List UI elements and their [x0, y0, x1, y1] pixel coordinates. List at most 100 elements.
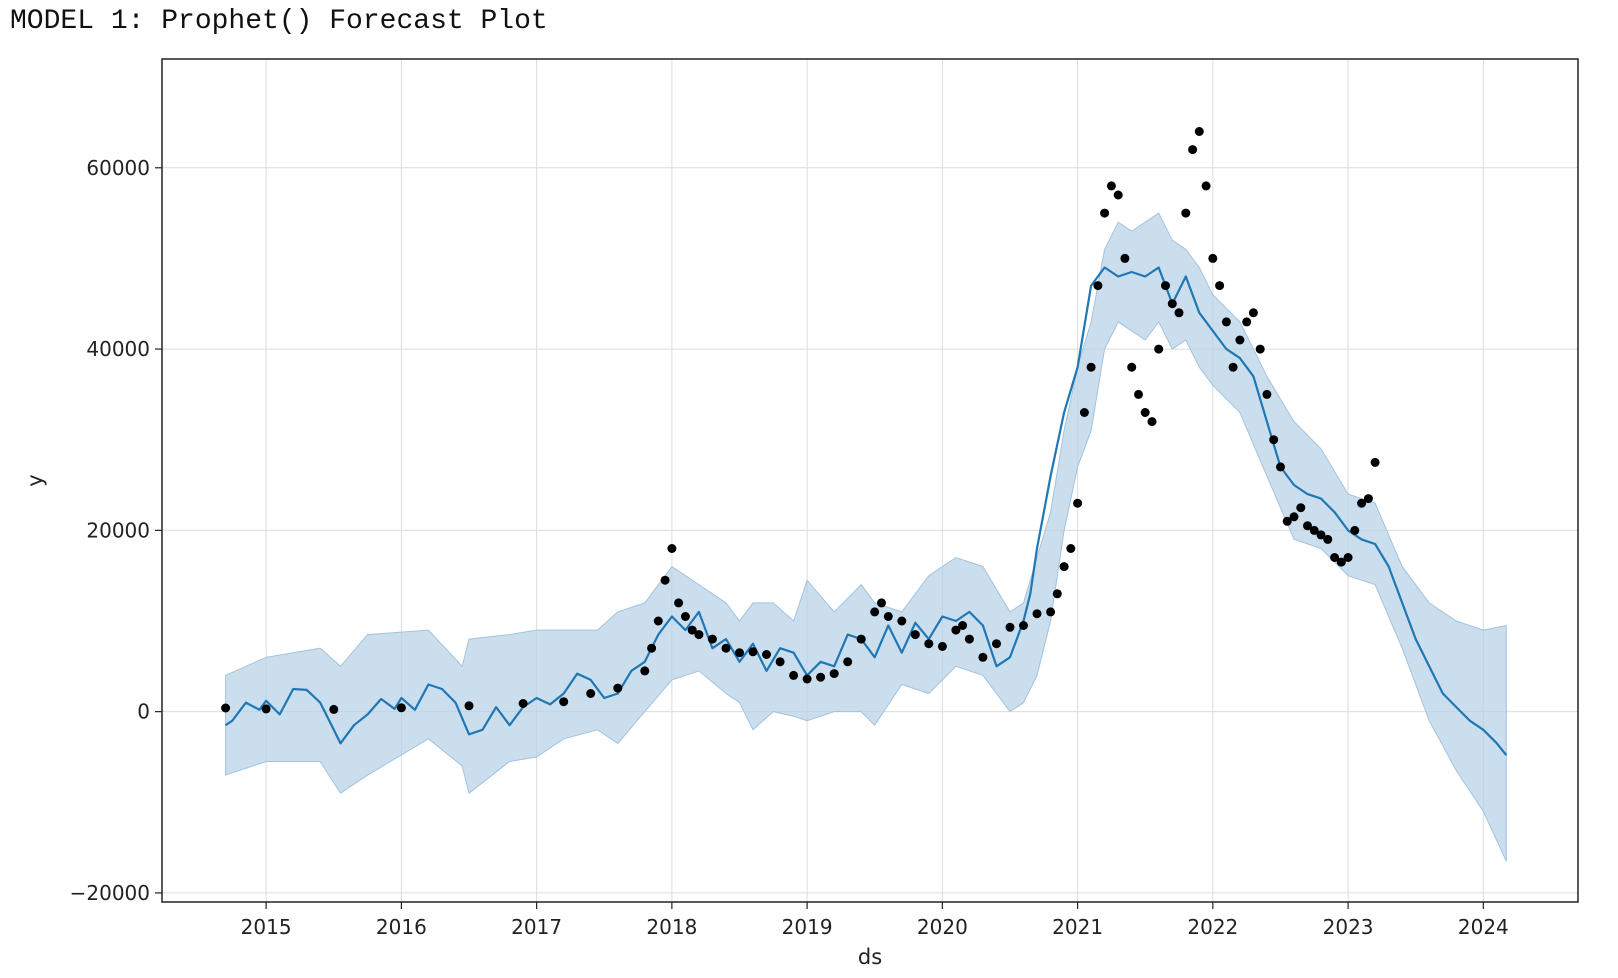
- observed-point: [924, 639, 934, 649]
- observed-point: [687, 625, 697, 635]
- observed-point: [870, 607, 880, 617]
- observed-point: [647, 643, 657, 653]
- observed-point: [775, 657, 785, 667]
- observed-point: [1188, 145, 1198, 155]
- observed-point: [1073, 498, 1083, 508]
- x-tick-label: 2018: [646, 915, 697, 939]
- observed-point: [1032, 609, 1042, 619]
- observed-point: [856, 634, 866, 644]
- observed-point: [660, 575, 670, 585]
- observed-point: [964, 634, 974, 644]
- observed-point: [1181, 208, 1191, 218]
- band-layer: [225, 212, 1507, 862]
- observed-point: [1079, 408, 1089, 417]
- observed-point: [910, 630, 920, 640]
- x-tick-label: 2021: [1052, 915, 1103, 939]
- observed-point: [1248, 308, 1258, 318]
- observed-point: [789, 670, 799, 680]
- x-tick-label: 2015: [241, 915, 292, 939]
- observed-point: [1100, 208, 1110, 218]
- observed-point: [653, 616, 663, 626]
- observed-point: [329, 704, 339, 714]
- observed-point: [1228, 362, 1238, 372]
- observed-point: [762, 650, 771, 659]
- observed-point: [1269, 435, 1279, 445]
- x-axis-label: ds: [858, 945, 882, 969]
- observed-point: [640, 666, 650, 676]
- observed-point: [1330, 553, 1340, 562]
- observed-point: [613, 683, 623, 693]
- observed-point: [1019, 621, 1028, 630]
- x-tick-label: 2016: [376, 915, 427, 939]
- plot-frame: [161, 58, 1579, 903]
- x-tick-label: 2023: [1323, 915, 1374, 939]
- observed-point: [951, 625, 961, 635]
- figure-caption: MODEL 1: Prophet() Forecast Plot: [10, 6, 548, 37]
- observed-point: [1134, 389, 1143, 399]
- observed-point: [1242, 317, 1252, 327]
- observed-point: [843, 657, 853, 667]
- observed-point: [1343, 553, 1353, 562]
- observed-point: [1194, 127, 1204, 136]
- observed-point: [707, 634, 717, 644]
- observed-point: [1350, 525, 1360, 535]
- observed-point: [1147, 417, 1157, 427]
- observed-point: [748, 647, 758, 657]
- observed-point: [992, 639, 1001, 649]
- observed-point: [1201, 181, 1211, 191]
- observed-point: [518, 699, 528, 708]
- observed-point: [1235, 335, 1245, 345]
- observed-point: [667, 544, 677, 553]
- y-tick-label: 40000: [86, 337, 150, 361]
- observed-point: [694, 630, 704, 640]
- observed-point: [958, 621, 968, 630]
- y-tick-label: −20000: [70, 881, 150, 905]
- observed-point: [1154, 344, 1164, 354]
- observed-point: [1357, 498, 1367, 508]
- observed-point: [559, 697, 569, 707]
- observed-point: [829, 669, 839, 679]
- y-tick-label: 0: [137, 700, 150, 724]
- observed-point: [1106, 181, 1116, 191]
- observed-point: [1336, 557, 1346, 567]
- points-layer: [221, 127, 1380, 714]
- observed-point: [897, 616, 907, 626]
- observed-point: [1052, 589, 1062, 599]
- observed-point: [1221, 317, 1231, 327]
- observed-point: [1276, 462, 1285, 472]
- observed-point: [1005, 622, 1015, 632]
- observed-point: [1059, 562, 1069, 572]
- observed-point: [877, 598, 886, 608]
- x-tick-label: 2019: [782, 915, 833, 939]
- observed-point: [1208, 253, 1218, 263]
- observed-point: [802, 674, 812, 684]
- forecast-uncertainty-band: [225, 212, 1507, 862]
- observed-point: [1167, 299, 1177, 309]
- observed-point: [1282, 516, 1292, 526]
- observed-point: [1066, 544, 1076, 553]
- observed-point: [221, 703, 231, 713]
- x-axis-ticks: 2015 2016 2017 2018 2019 2020 2021 2022 2023 2024: [241, 902, 1509, 939]
- x-tick-label: 2024: [1458, 915, 1509, 939]
- observed-point: [1215, 281, 1225, 291]
- observed-point: [1316, 530, 1326, 540]
- observed-point: [1093, 281, 1103, 291]
- observed-point: [680, 612, 690, 621]
- observed-point: [1323, 534, 1333, 544]
- observed-point: [816, 672, 826, 682]
- observed-point: [1127, 362, 1137, 372]
- observed-point: [937, 641, 947, 651]
- y-tick-label: 20000: [86, 518, 150, 542]
- observed-point: [1370, 457, 1380, 467]
- observed-point: [1309, 525, 1319, 535]
- grid-layer: [162, 59, 1578, 902]
- observed-point: [1303, 521, 1312, 531]
- observed-point: [721, 643, 731, 653]
- x-tick-label: 2022: [1187, 915, 1238, 939]
- observed-point: [674, 598, 684, 608]
- observed-point: [1262, 389, 1272, 399]
- y-tick-label: 60000: [86, 156, 150, 180]
- x-tick-label: 2017: [511, 915, 562, 939]
- observed-point: [1086, 362, 1096, 372]
